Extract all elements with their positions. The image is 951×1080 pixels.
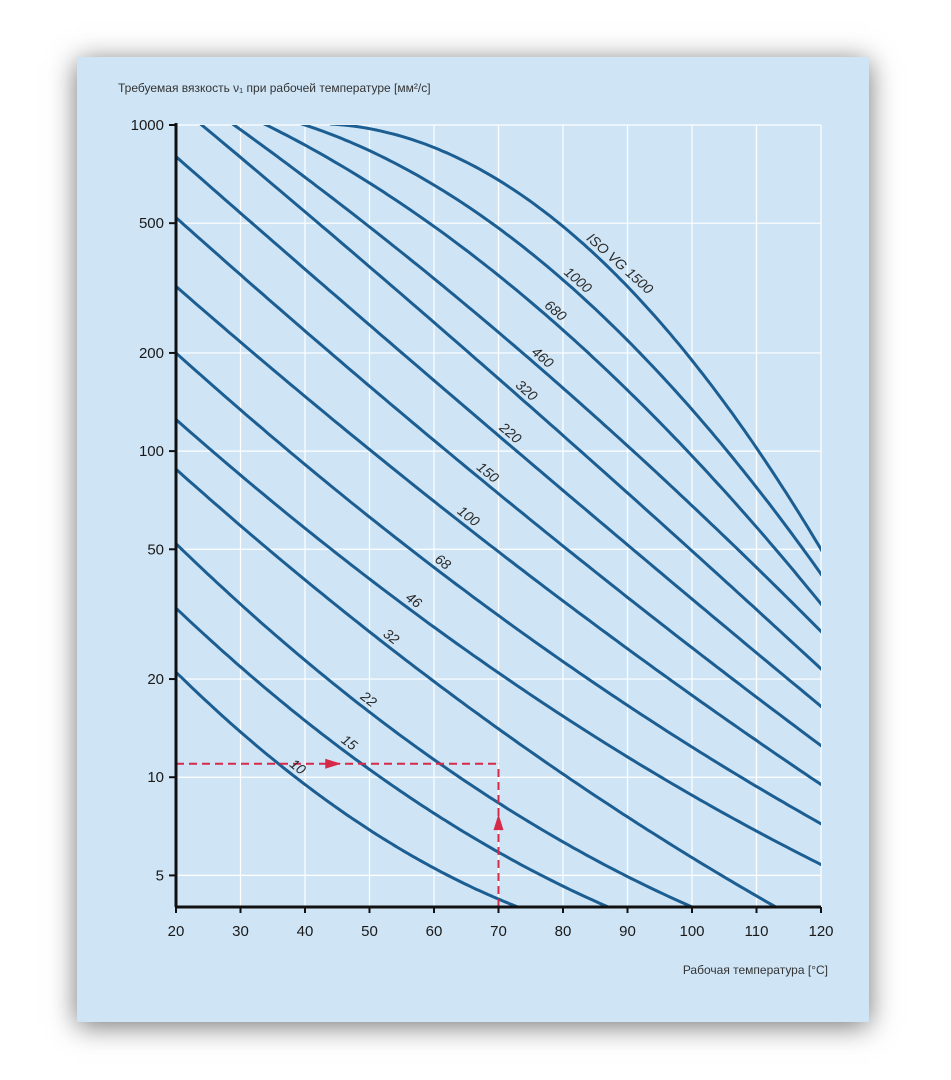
curve-vg-46 (176, 417, 821, 867)
x-tick-label: 20 (168, 923, 185, 940)
y-tick-label: 200 (139, 345, 164, 362)
curve-label-220: 220 (496, 418, 525, 446)
curve-vg-320 (199, 125, 821, 671)
tick-labels: 20 30 40 50 60 70 80 90 100 110 120 5 10 20 50 100 200 50… (131, 117, 834, 940)
x-tick-label: 60 (426, 923, 443, 940)
chart: 20 30 40 50 60 70 80 90 100 110 120 5 10 20 50 100 200 50… (118, 81, 834, 977)
curve-vg-15 (176, 606, 612, 907)
example-right-arrow (325, 758, 342, 769)
curve-vg-150 (176, 215, 821, 748)
curve-vg-1000 (300, 125, 821, 577)
y-tick-label: 50 (147, 541, 164, 558)
x-tick-label: 80 (555, 923, 572, 940)
x-tick-label: 120 (808, 923, 833, 940)
curve-label-1500: ISO VG 1500 (584, 230, 657, 298)
example-lines (176, 758, 504, 907)
y-tick-label: 20 (147, 671, 164, 688)
curve-vg-1500 (329, 125, 821, 553)
x-tick-label: 30 (232, 923, 249, 940)
y-tick-label: 5 (156, 867, 164, 884)
x-tick-label: 100 (679, 923, 704, 940)
y-axis-title: Требуемая вязкость ν₁ при рабочей темпер… (118, 81, 431, 95)
x-tick-label: 90 (619, 923, 636, 940)
curve-vg-460 (231, 125, 821, 634)
curve-vg-680 (262, 125, 821, 607)
curve-label-1000: 1000 (561, 263, 595, 296)
y-tick-label: 100 (139, 443, 164, 460)
y-tick-label: 500 (139, 215, 164, 232)
curve-vg-10 (176, 670, 523, 907)
curves (176, 125, 821, 907)
y-tick-label: 10 (147, 769, 164, 786)
x-tick-label: 70 (490, 923, 507, 940)
curve-label-320: 320 (513, 376, 541, 404)
curve-vg-68 (176, 350, 821, 826)
x-tick-label: 50 (361, 923, 378, 940)
curve-label-460: 460 (529, 343, 557, 371)
x-tick-label: 40 (297, 923, 314, 940)
curve-label-680: 680 (542, 297, 570, 325)
x-tick-label: 110 (745, 923, 769, 940)
chart-card: 20 30 40 50 60 70 80 90 100 110 120 5 10 20 50 100 200 50… (77, 57, 869, 1022)
example-up-arrow (493, 814, 504, 831)
curve-vg-220 (176, 154, 821, 709)
curve-vg-100 (176, 284, 821, 787)
curve-label-100: 100 (455, 502, 483, 529)
curve-vg-22 (176, 541, 696, 907)
axes (169, 123, 822, 913)
grid (176, 124, 822, 907)
x-axis-title: Рабочая температура [°C] (683, 963, 828, 977)
curve-vg-32 (176, 467, 779, 907)
y-tick-label: 1000 (131, 117, 164, 134)
